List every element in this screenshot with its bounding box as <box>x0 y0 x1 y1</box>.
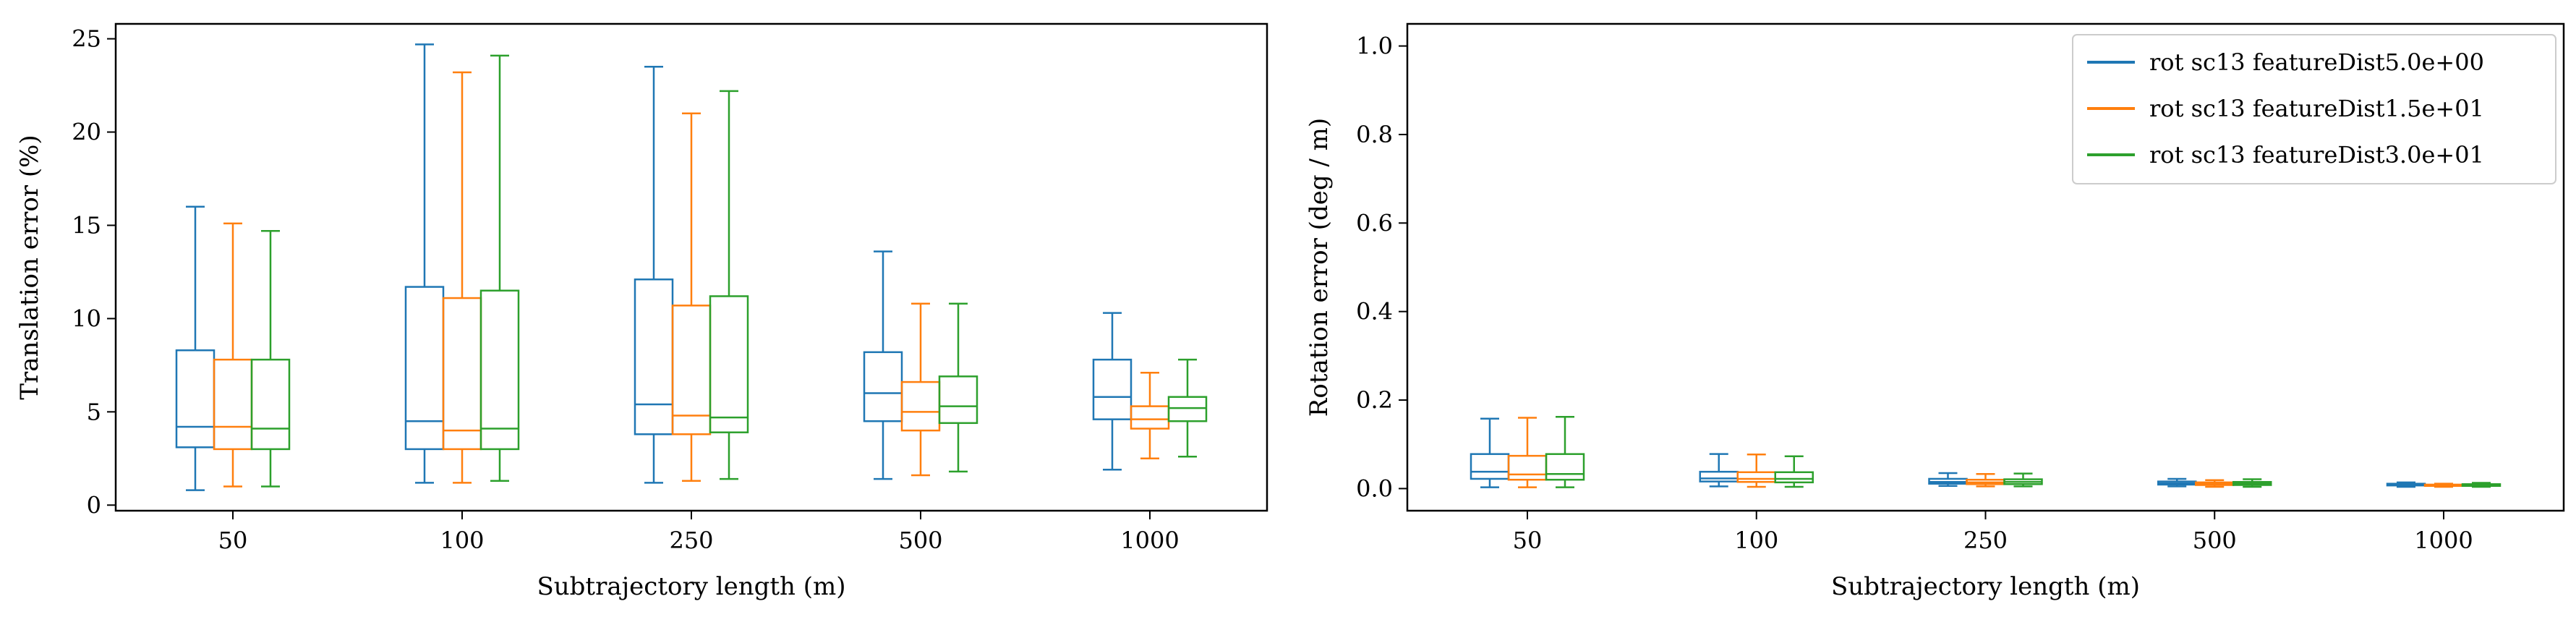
x-tick-label: 250 <box>669 527 713 554</box>
box-plot <box>479 54 520 482</box>
box-plot <box>2423 482 2464 488</box>
legend-frame <box>2072 34 2556 184</box>
box-plot <box>1966 472 2005 488</box>
box-plot <box>863 250 903 480</box>
box-iqr <box>863 351 903 422</box>
legend: rot sc13 featureDist5.0e+00 rot sc13 feat… <box>2072 34 2556 184</box>
box-plot <box>900 302 941 477</box>
x-tick-label: 1000 <box>1120 527 1179 554</box>
legend-label: rot sc13 featureDist5.0e+00 <box>2149 48 2484 76</box>
box-iqr <box>250 358 291 451</box>
x-tick-label: 500 <box>2193 527 2237 554</box>
box-plot <box>1928 472 1968 487</box>
box-plot <box>442 71 482 484</box>
y-tick-label: 0.4 <box>1356 298 1393 326</box>
box-iqr <box>175 349 216 448</box>
chart-panel-1: 0 5 10 15 20 25 50 100 250 500 1000 Subtrajectory l… <box>15 22 1268 601</box>
box-iqr <box>1167 396 1208 422</box>
box-iqr <box>213 358 253 451</box>
x-axis-label: Subtrajectory length (m) <box>1831 572 2140 601</box>
box-plot <box>1545 416 1585 488</box>
y-tick-label: 0.0 <box>1356 475 1393 502</box>
box-plot <box>1699 453 1739 488</box>
box-iqr <box>442 297 482 451</box>
box-plot <box>1092 312 1133 471</box>
box-plot <box>1130 371 1170 460</box>
box-iqr <box>634 279 674 435</box>
box-plot <box>1470 417 1510 488</box>
box-plot <box>1736 454 1776 488</box>
chart-panel-2: 0.0 0.2 0.4 0.6 0.8 1.0 50 100 250 500 1000 Subtraj… <box>1305 22 2565 601</box>
y-tick-label: 0.6 <box>1356 209 1393 237</box>
box-iqr <box>1774 471 1814 484</box>
y-tick-label: 0.8 <box>1356 121 1393 148</box>
x-tick-label: 500 <box>898 527 942 554</box>
box-plot <box>2195 479 2235 488</box>
box-plot <box>404 43 445 484</box>
box-plot <box>2003 472 2043 488</box>
box-plot <box>1774 455 1814 488</box>
box-plot <box>2157 477 2197 488</box>
box-iqr <box>1545 453 1585 481</box>
y-tick-label: 20 <box>72 119 101 146</box>
box-plot <box>175 205 216 491</box>
legend-label: rot sc13 featureDist3.0e+01 <box>2149 141 2484 169</box>
box-iqr <box>1699 470 1739 482</box>
box-plot <box>2232 478 2272 488</box>
y-tick-label: 0.2 <box>1356 386 1393 414</box>
box-iqr <box>479 289 520 451</box>
y-axis-label: Translation error (%) <box>15 135 44 399</box>
box-iqr <box>1507 454 1548 481</box>
y-axis-label: Rotation error (deg / m) <box>1305 118 1334 417</box>
y-tick-label: 25 <box>72 25 101 53</box>
box-plot <box>2461 482 2502 488</box>
y-tick-label: 1.0 <box>1356 33 1393 60</box>
box-iqr <box>938 375 978 425</box>
box-plot <box>671 112 712 482</box>
x-axis-label: Subtrajectory length (m) <box>537 572 845 601</box>
box-plot <box>938 302 978 473</box>
box-iqr <box>709 295 749 433</box>
box-iqr <box>1736 471 1776 483</box>
x-tick-label: 1000 <box>2414 527 2473 554</box>
y-tick-label: 10 <box>72 305 101 332</box>
box-plot <box>250 229 291 488</box>
y-tick-label: 15 <box>72 211 101 239</box>
legend-label: rot sc13 featureDist1.5e+01 <box>2149 95 2484 122</box>
box-plot <box>1507 417 1548 488</box>
box-plot <box>709 90 749 480</box>
x-tick-label: 250 <box>1963 527 2008 554</box>
box-iqr <box>900 380 941 432</box>
box-plot <box>213 222 253 488</box>
box-iqr <box>1470 453 1510 480</box>
x-tick-label: 50 <box>1513 527 1543 554</box>
x-tick-label: 50 <box>218 527 248 554</box>
x-tick-label: 100 <box>1734 527 1778 554</box>
y-tick-label: 0 <box>87 491 101 519</box>
y-tick-label: 5 <box>87 398 101 425</box>
box-plot <box>634 66 674 484</box>
x-tick-label: 100 <box>440 527 484 554</box>
box-iqr <box>1092 358 1133 420</box>
box-plot <box>2386 481 2426 488</box>
box-plot <box>1167 358 1208 458</box>
box-iqr <box>1130 405 1170 430</box>
box-iqr <box>404 286 445 451</box>
